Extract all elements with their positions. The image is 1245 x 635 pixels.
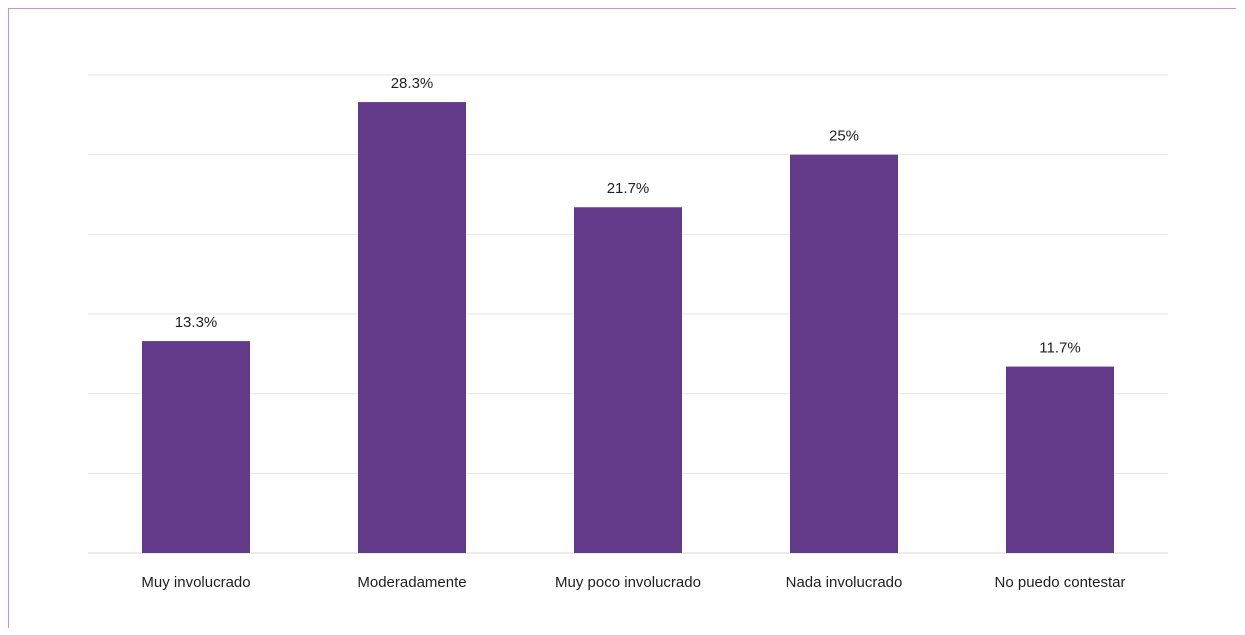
category-label: Muy poco involucrado bbox=[555, 574, 701, 591]
data-label: 11.7% bbox=[1039, 340, 1080, 357]
category-label: Muy involucrado bbox=[141, 574, 250, 591]
category-label: No puedo contestar bbox=[995, 574, 1126, 591]
category-labels: Muy involucrado Moderadamente Muy poco inv… bbox=[141, 574, 1125, 591]
category-label: Nada involucrado bbox=[786, 574, 903, 591]
data-label: 13.3% bbox=[175, 314, 218, 331]
bar bbox=[1006, 366, 1114, 553]
category-label: Moderadamente bbox=[357, 574, 466, 591]
data-label: 28.3% bbox=[391, 75, 434, 92]
bars bbox=[142, 102, 1114, 553]
bar bbox=[358, 102, 466, 553]
bar bbox=[574, 207, 682, 553]
bar bbox=[142, 341, 250, 553]
data-label: 25% bbox=[829, 128, 859, 145]
bar bbox=[790, 154, 898, 553]
data-labels: 13.3% 28.3% 21.7% 25% 11.7% bbox=[175, 75, 1081, 356]
data-label: 21.7% bbox=[607, 180, 650, 197]
